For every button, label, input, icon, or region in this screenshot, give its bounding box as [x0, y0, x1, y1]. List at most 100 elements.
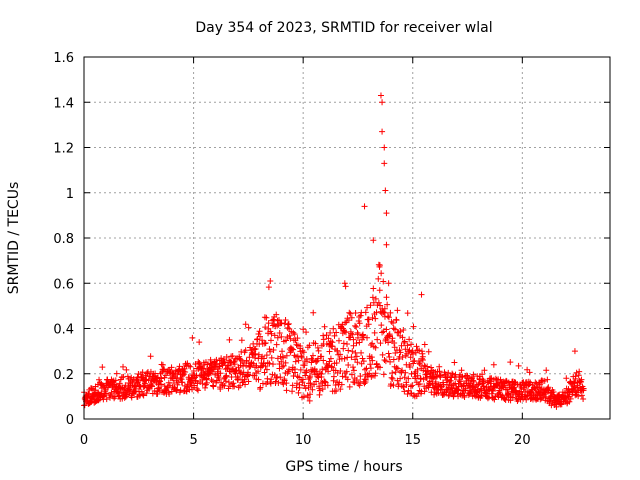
- data-point: [194, 380, 201, 387]
- data-point: [470, 371, 477, 378]
- data-point: [265, 284, 272, 291]
- data-point: [203, 376, 210, 383]
- data-point: [330, 373, 337, 380]
- data-point: [563, 375, 570, 382]
- data-point: [283, 387, 290, 394]
- data-point: [354, 329, 361, 336]
- data-point: [395, 381, 402, 388]
- data-point: [320, 336, 327, 343]
- data-point: [362, 309, 369, 316]
- data-point: [241, 376, 248, 383]
- data-point: [371, 329, 378, 336]
- data-point: [102, 390, 109, 397]
- data-point: [402, 369, 409, 376]
- data-point: [501, 382, 508, 389]
- data-point: [416, 360, 423, 367]
- data-point: [446, 378, 453, 385]
- data-point: [297, 343, 304, 350]
- data-point: [527, 390, 534, 397]
- data-point: [543, 367, 550, 374]
- data-point: [385, 339, 392, 346]
- data-point: [307, 391, 314, 398]
- data-point: [177, 375, 184, 382]
- data-point: [242, 321, 249, 328]
- y-axis-label: SRMTID / TECUs: [6, 182, 22, 295]
- data-point: [383, 326, 390, 333]
- data-point: [407, 383, 414, 390]
- data-point: [413, 343, 420, 350]
- data-point: [159, 361, 166, 368]
- data-point: [468, 388, 475, 395]
- data-point: [368, 354, 375, 361]
- data-point: [385, 332, 392, 339]
- data-point: [315, 347, 322, 354]
- grid-layer: [84, 57, 610, 419]
- data-point: [191, 382, 198, 389]
- data-point: [374, 336, 381, 343]
- data-point: [481, 367, 488, 374]
- data-point: [387, 309, 394, 316]
- data-point: [383, 294, 390, 301]
- data-point: [283, 380, 290, 387]
- data-point: [337, 351, 344, 358]
- data-point: [221, 382, 228, 389]
- data-point: [379, 351, 386, 358]
- data-point: [317, 387, 324, 394]
- data-point: [507, 359, 514, 366]
- data-point: [337, 386, 344, 393]
- data-point: [260, 355, 267, 362]
- data-point: [275, 317, 282, 324]
- data-point: [250, 360, 257, 367]
- data-point: [289, 382, 296, 389]
- data-point: [387, 381, 394, 388]
- data-point: [509, 394, 516, 401]
- data-point: [364, 334, 371, 341]
- y-tick-label: 1.6: [53, 51, 74, 66]
- data-point: [307, 382, 314, 389]
- data-point: [324, 382, 331, 389]
- data-point: [309, 386, 316, 393]
- data-point: [365, 316, 372, 323]
- data-point: [194, 385, 201, 392]
- data-point: [217, 370, 224, 377]
- data-point: [247, 363, 254, 370]
- data-point: [382, 187, 389, 194]
- data-point: [354, 359, 361, 366]
- data-point: [406, 364, 413, 371]
- data-point: [316, 391, 323, 398]
- data-point: [414, 372, 421, 379]
- data-point: [445, 369, 452, 376]
- x-tick-label: 10: [295, 433, 312, 448]
- data-layer: [81, 92, 587, 410]
- data-point: [154, 374, 161, 381]
- data-point: [280, 354, 287, 361]
- data-point: [369, 357, 376, 364]
- data-point: [576, 368, 583, 375]
- data-point: [265, 320, 272, 327]
- data-point: [126, 386, 133, 393]
- data-point: [446, 391, 453, 398]
- data-point: [346, 383, 353, 390]
- data-point: [376, 262, 383, 269]
- data-point: [372, 370, 379, 377]
- data-point: [231, 383, 238, 390]
- data-point: [318, 370, 325, 377]
- data-point: [245, 378, 252, 385]
- data-point: [421, 362, 428, 369]
- data-point: [460, 392, 467, 399]
- data-point: [479, 371, 486, 378]
- data-point: [327, 329, 334, 336]
- data-point: [414, 366, 421, 373]
- y-tick-label: 0.2: [53, 368, 74, 383]
- data-point: [393, 317, 400, 324]
- data-point: [345, 347, 352, 354]
- data-point: [266, 346, 273, 353]
- data-point: [371, 372, 378, 379]
- data-point: [268, 376, 275, 383]
- data-point: [313, 358, 320, 365]
- data-point: [357, 312, 364, 319]
- data-point: [410, 358, 417, 365]
- data-point: [458, 367, 465, 374]
- data-point: [267, 348, 274, 355]
- data-point: [270, 347, 277, 354]
